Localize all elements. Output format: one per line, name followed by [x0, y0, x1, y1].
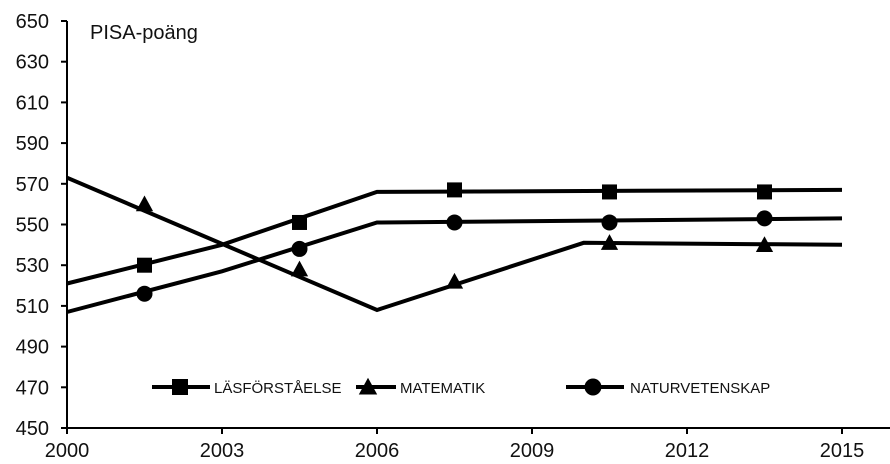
y-tick-label: 490	[16, 337, 49, 359]
legend-item-triangle: MATEMATIK	[356, 377, 485, 397]
series-line-triangle	[66, 175, 843, 313]
data-point-square	[447, 182, 462, 198]
data-point-square	[757, 184, 772, 200]
y-axis-label: PISA-poäng	[90, 22, 198, 44]
y-tick-label: 610	[16, 92, 49, 114]
data-point-triangle	[135, 195, 154, 212]
x-tick-label: 2015	[820, 440, 865, 462]
data-point-triangle	[445, 272, 464, 289]
data-point-square	[137, 257, 152, 273]
legend-marker-circle	[584, 378, 602, 396]
legend-label: NATURVETENSKAP	[630, 380, 770, 397]
data-point-triangle	[755, 236, 774, 252]
legend-item-square: LÄSFÖRSTÅELSE	[152, 379, 342, 397]
x-tick-label: 2003	[200, 440, 245, 462]
legend: LÄSFÖRSTÅELSE MATEMATIK NATURVETENSKAP	[152, 377, 770, 397]
axes: 450 470 490 510 530 550 570 590 610 630 650 2000 200…	[16, 11, 890, 462]
series-markers	[135, 182, 774, 302]
legend-item-circle: NATURVETENSKAP	[566, 378, 770, 397]
y-tick-label: 650	[16, 11, 49, 33]
legend-label: LÄSFÖRSTÅELSE	[214, 379, 342, 397]
y-tick-label: 570	[16, 174, 49, 196]
y-tick-label: 550	[16, 215, 49, 237]
y-tick-label: 630	[16, 52, 49, 74]
x-tick-label: 2000	[45, 440, 90, 462]
x-tick-label: 2006	[355, 440, 400, 462]
data-point-circle	[446, 214, 463, 231]
data-point-square	[292, 214, 307, 230]
series-line-square	[66, 187, 843, 286]
series-lines	[66, 175, 843, 314]
x-tick-label: 2012	[665, 440, 710, 462]
x-tick-label: 2009	[510, 440, 555, 462]
y-tick-label: 510	[16, 296, 49, 318]
y-tick-label: 450	[16, 418, 49, 440]
data-point-circle	[136, 285, 153, 302]
data-point-triangle	[290, 260, 309, 277]
data-point-circle	[601, 214, 618, 231]
legend-marker-triangle	[358, 377, 378, 395]
data-point-square	[602, 184, 617, 200]
data-point-circle	[756, 210, 773, 227]
series-line-circle	[66, 216, 843, 314]
data-point-circle	[291, 240, 308, 257]
y-tick-label: 530	[16, 255, 49, 277]
legend-marker-square	[172, 379, 188, 395]
data-point-triangle	[600, 234, 619, 250]
y-tick-label: 590	[16, 133, 49, 155]
legend-label: MATEMATIK	[400, 380, 485, 397]
y-tick-label: 470	[16, 377, 49, 399]
